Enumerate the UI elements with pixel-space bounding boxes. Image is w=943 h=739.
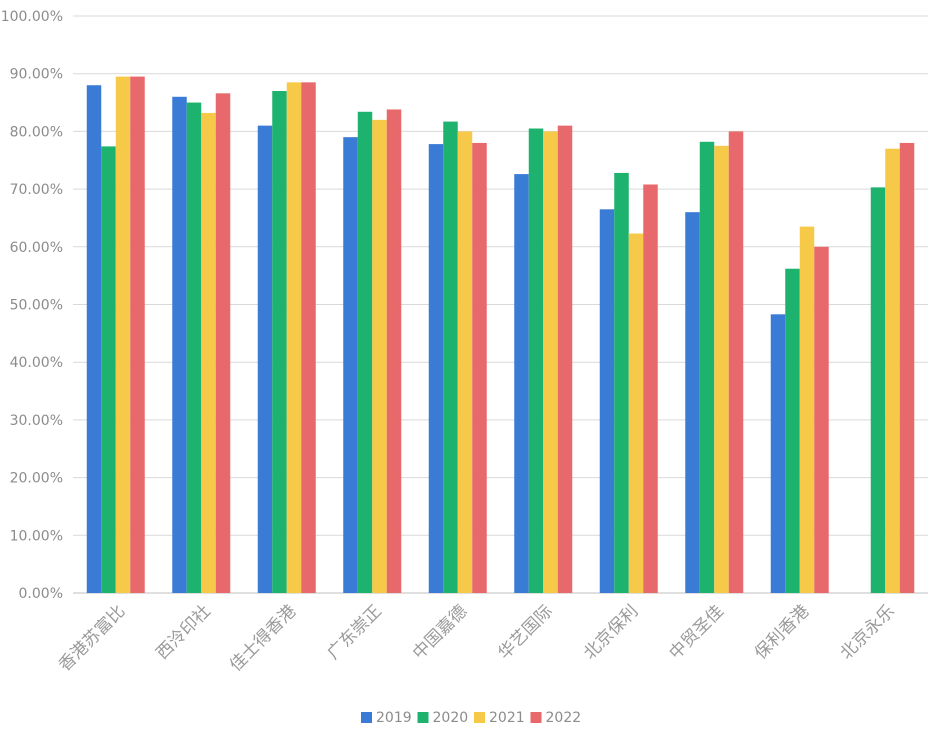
bar-2022	[557, 125, 573, 593]
bar-2019	[770, 314, 786, 593]
bar-2020	[186, 102, 202, 594]
bar-2019	[428, 144, 444, 593]
bar-2020	[101, 146, 116, 594]
bar-2020	[785, 268, 800, 593]
bar-group	[599, 172, 658, 594]
bar-2022	[130, 76, 145, 593]
bar-group	[86, 76, 145, 594]
bar-group	[257, 82, 316, 593]
bar-2020	[443, 121, 458, 593]
bar-group	[770, 226, 829, 594]
bar-group	[685, 131, 744, 593]
legend: 2019 2020 2021 2022	[361, 710, 581, 726]
bar-2020	[357, 111, 373, 594]
legend-item: 2019	[361, 710, 412, 726]
bar-2019	[86, 85, 102, 594]
bar-2022	[301, 82, 316, 593]
bar-2019	[257, 125, 273, 593]
bar-2022	[814, 246, 829, 594]
x-category-label: 北京永乐	[837, 601, 899, 663]
legend-swatch	[361, 712, 372, 723]
bar-2020	[272, 91, 287, 593]
bar-2019	[599, 209, 615, 594]
bar-2021	[372, 119, 387, 594]
x-category-label: 中国嘉德	[409, 601, 471, 663]
y-tick-label: 20.00%	[10, 471, 63, 487]
x-category-label: 西泠印社	[153, 601, 215, 663]
legend-label: 2020	[433, 710, 469, 726]
bar-group	[870, 142, 915, 593]
y-tick-label: 90.00%	[10, 67, 63, 83]
bars	[86, 76, 915, 594]
bar-2022	[643, 184, 658, 593]
y-tick-label: 70.00%	[10, 182, 63, 198]
y-axis-tick-labels: 0.00% 10.00% 20.00% 30.00% 40.00% 50.00% 60.00…	[1, 9, 63, 602]
legend-item: 2022	[530, 710, 582, 726]
legend-label: 2021	[489, 710, 525, 726]
bar-2020	[528, 128, 544, 593]
bar-2022	[472, 142, 487, 593]
y-tick-label: 40.00%	[10, 355, 63, 371]
bar-2019	[172, 96, 187, 593]
y-tick-label: 10.00%	[10, 528, 63, 544]
x-category-label: 广东崇正	[324, 601, 386, 663]
bar-2022	[386, 109, 402, 593]
y-tick-label: 0.00%	[19, 586, 63, 602]
bar-2021	[201, 112, 216, 593]
y-tick-label: 80.00%	[10, 124, 63, 140]
bar-2021	[799, 226, 815, 594]
x-category-label: 北京保利	[580, 601, 642, 663]
bar-2019	[685, 212, 700, 593]
x-category-label: 中贸圣佳	[666, 601, 728, 663]
x-category-label: 香港苏富比	[55, 601, 129, 675]
x-axis-category-labels: 香港苏富比 西泠印社 佳士得香港 广东崇正 中国嘉德 华艺国际 北京保利 中贸圣佳 保利香港 北京…	[55, 601, 899, 675]
bar-2022	[899, 142, 915, 593]
bar-2021	[714, 145, 729, 593]
bar-group	[172, 93, 231, 594]
legend-swatch	[530, 712, 542, 723]
y-tick-label: 30.00%	[10, 413, 63, 429]
legend-item: 2020	[417, 710, 469, 726]
y-tick-label: 60.00%	[10, 240, 63, 256]
bar-2021	[115, 76, 131, 593]
y-tick-label: 100.00%	[1, 9, 63, 25]
x-category-label: 佳士得香港	[226, 601, 300, 675]
bar-2020	[699, 141, 715, 593]
x-category-label: 保利香港	[751, 601, 813, 663]
legend-swatch	[474, 712, 485, 723]
legend-swatch	[417, 712, 429, 723]
x-category-label: 华艺国际	[495, 601, 557, 663]
bar-2021	[885, 148, 900, 593]
legend-item: 2021	[474, 710, 525, 726]
y-tick-label: 50.00%	[10, 298, 63, 314]
bar-group	[343, 109, 402, 594]
bar-2019	[514, 174, 529, 593]
bar-2021	[543, 131, 558, 593]
bar-2019	[343, 137, 358, 594]
bar-2020	[614, 172, 629, 593]
bar-group	[514, 125, 573, 593]
bar-2022	[215, 93, 231, 594]
bar-2021	[628, 233, 644, 594]
bar-2021	[286, 82, 302, 593]
bar-2020	[870, 187, 886, 593]
bar-2021	[457, 131, 473, 593]
bar-2022	[728, 131, 744, 593]
legend-label: 2019	[376, 710, 412, 726]
bar-group	[428, 121, 487, 593]
legend-label: 2022	[546, 710, 582, 726]
